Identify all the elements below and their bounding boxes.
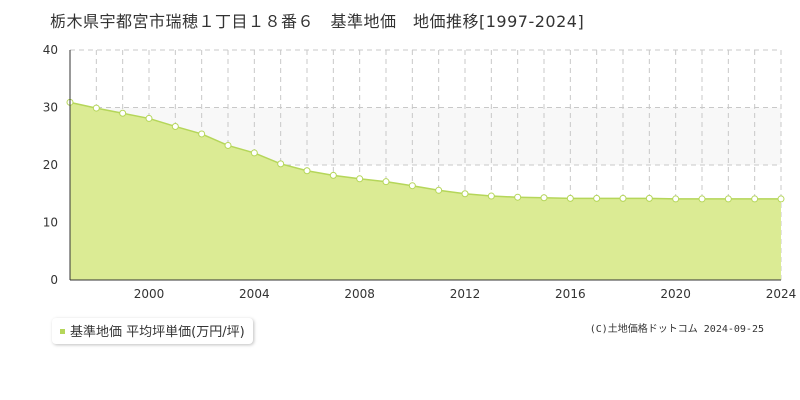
data-point bbox=[514, 193, 522, 201]
y-tick-label: 10 bbox=[43, 216, 58, 230]
data-point bbox=[566, 194, 574, 202]
legend-marker-square bbox=[60, 329, 65, 334]
x-tick-label: 2016 bbox=[555, 287, 586, 301]
x-tick-label: 2024 bbox=[766, 287, 797, 301]
data-point bbox=[356, 175, 364, 183]
x-tick-label: 2004 bbox=[239, 287, 270, 301]
data-point bbox=[751, 195, 759, 203]
data-point bbox=[224, 141, 232, 149]
y-tick-label: 0 bbox=[50, 273, 58, 287]
data-point bbox=[645, 194, 653, 202]
data-point bbox=[145, 114, 153, 122]
x-tick-label: 2000 bbox=[134, 287, 165, 301]
data-point bbox=[382, 178, 390, 186]
y-tick-label: 40 bbox=[43, 43, 58, 57]
data-points bbox=[66, 98, 785, 203]
chart-title: 栃木県宇都宮市瑞穂１丁目１８番６ 基準地価 地価推移[1997-2024] bbox=[50, 12, 585, 31]
data-point bbox=[303, 167, 311, 175]
price-line bbox=[69, 101, 781, 200]
y-tick-label: 30 bbox=[43, 101, 58, 115]
data-point bbox=[777, 195, 785, 203]
data-point bbox=[593, 194, 601, 202]
data-point bbox=[724, 195, 732, 203]
data-point bbox=[461, 190, 469, 198]
data-point bbox=[698, 195, 706, 203]
x-tick-labels: 2000 2004 2008 2012 2016 2020 2024 bbox=[134, 287, 797, 301]
data-point bbox=[329, 171, 337, 179]
x-tick-label: 2012 bbox=[450, 287, 481, 301]
legend-label: 基準地価 平均坪単価(万円/坪) bbox=[70, 325, 245, 340]
data-point bbox=[540, 194, 548, 202]
x-tick-label: 2020 bbox=[660, 287, 691, 301]
data-point bbox=[619, 194, 627, 202]
y-tick-label: 20 bbox=[43, 158, 58, 172]
data-point bbox=[277, 160, 285, 168]
data-point bbox=[408, 182, 416, 190]
x-tick-label: 2008 bbox=[344, 287, 375, 301]
data-point bbox=[171, 122, 179, 130]
credit-text: (C)土地価格ドットコム 2024-09-25 bbox=[589, 324, 764, 335]
price-area bbox=[70, 102, 781, 280]
data-point bbox=[672, 195, 680, 203]
data-point bbox=[119, 109, 127, 117]
data-point bbox=[250, 149, 258, 157]
data-point bbox=[92, 104, 100, 112]
data-point bbox=[435, 186, 443, 194]
data-point bbox=[198, 130, 206, 138]
y-tick-labels: 0 10 20 30 40 bbox=[43, 43, 58, 287]
legend: 基準地価 平均坪単価(万円/坪) bbox=[52, 318, 253, 344]
data-point bbox=[487, 192, 495, 200]
